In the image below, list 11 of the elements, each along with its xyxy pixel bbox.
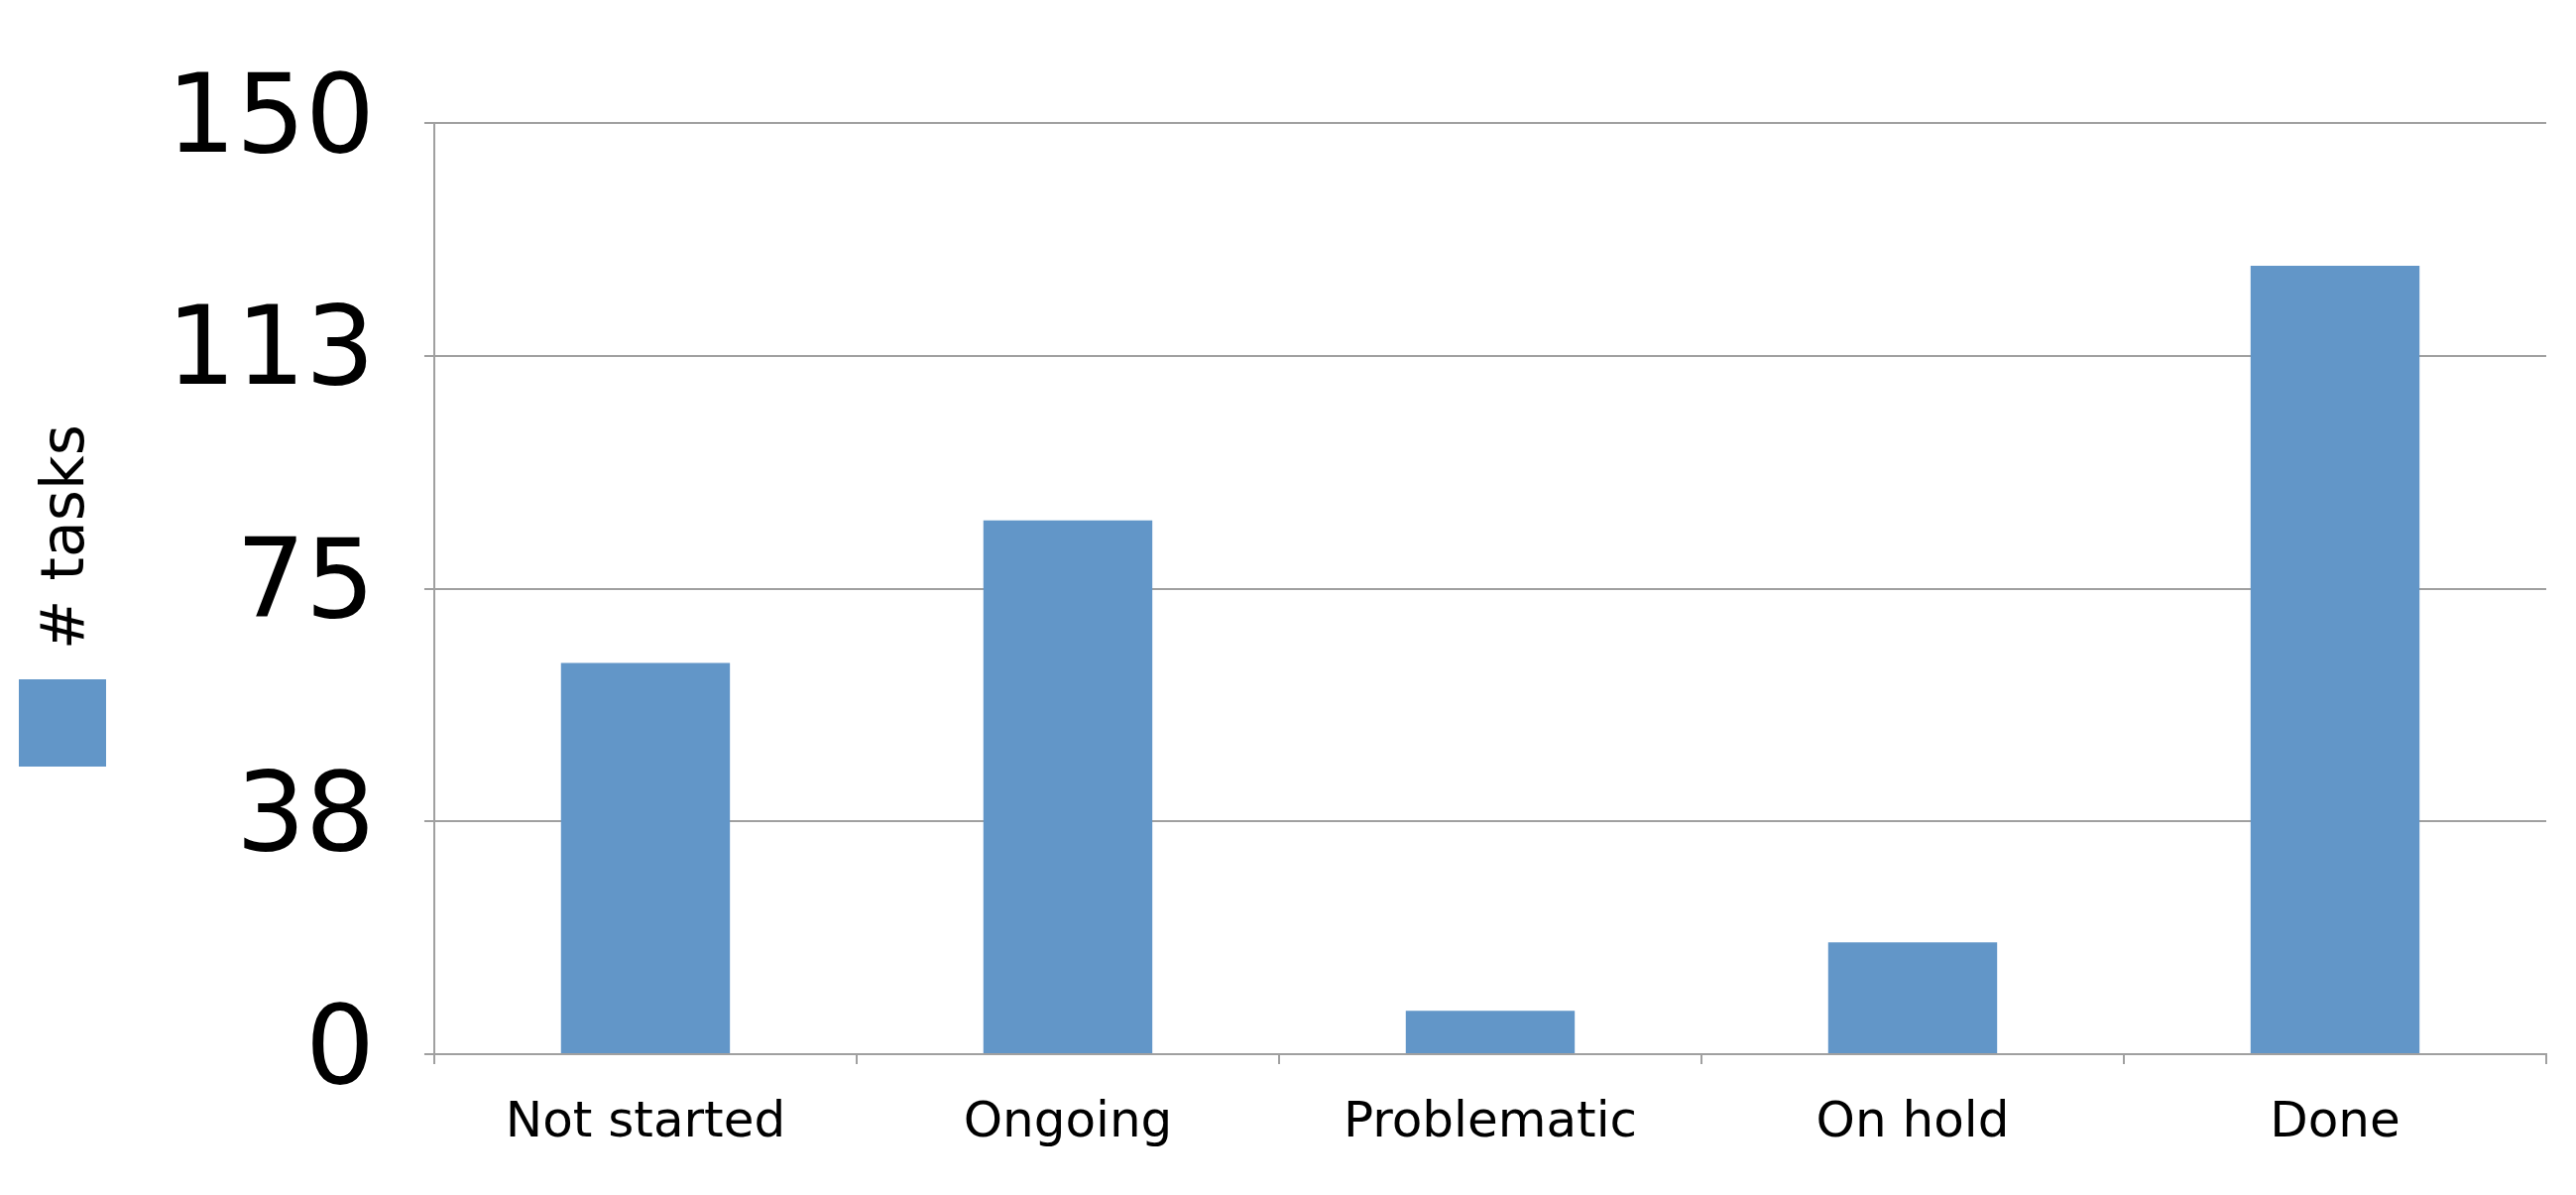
x-tick-label: Problematic: [1343, 1090, 1637, 1148]
y-tick-label: 113: [166, 283, 375, 411]
y-tick-label: 150: [166, 50, 375, 178]
x-tick-label: Ongoing: [963, 1090, 1173, 1148]
x-tick-label: On hold: [1815, 1090, 2010, 1148]
x-tick-label: Not started: [505, 1090, 786, 1148]
text: # tasks: [28, 424, 97, 650]
y-tick-label: 38: [235, 748, 375, 876]
y-tick-label: 75: [235, 516, 375, 644]
y-tick-label: 0: [304, 981, 375, 1109]
x-tick-label: Done: [2270, 1090, 2400, 1148]
